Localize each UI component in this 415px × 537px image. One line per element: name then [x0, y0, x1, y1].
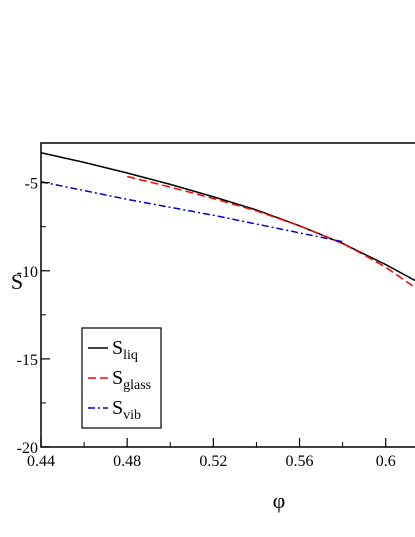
plot-frame — [40, 142, 415, 448]
x-tick-label: 0.52 — [199, 453, 227, 470]
y-tick-label: -20 — [17, 440, 38, 457]
x-tick-label: 0.44 — [27, 453, 55, 470]
plot-area — [40, 142, 415, 448]
series-line-vib — [41, 181, 343, 243]
x-tick-label: 0.6 — [376, 453, 396, 470]
y-tick-label: -15 — [17, 352, 38, 369]
legend-label-liq: Sliq — [112, 337, 138, 363]
legend-label-glass: Sglass — [112, 367, 151, 393]
x-axis-label: φ — [273, 488, 286, 513]
series-layer — [41, 151, 415, 289]
legend-label-vib: Svib — [112, 397, 141, 423]
y-tick-label: -10 — [17, 264, 38, 281]
axes-layer: 0.44 0.48 0.52 0.56 0.6 -5 -10 -15 -20 — [17, 176, 396, 470]
x-tick-label: 0.48 — [113, 453, 141, 470]
series-line-glass — [127, 175, 415, 289]
y-tick-label: -5 — [25, 176, 38, 193]
legend: Sliq Sglass Svib — [81, 327, 162, 429]
x-tick-label: 0.56 — [286, 453, 314, 470]
y-axis-label: S — [11, 269, 23, 294]
series-line-liq — [41, 151, 415, 282]
